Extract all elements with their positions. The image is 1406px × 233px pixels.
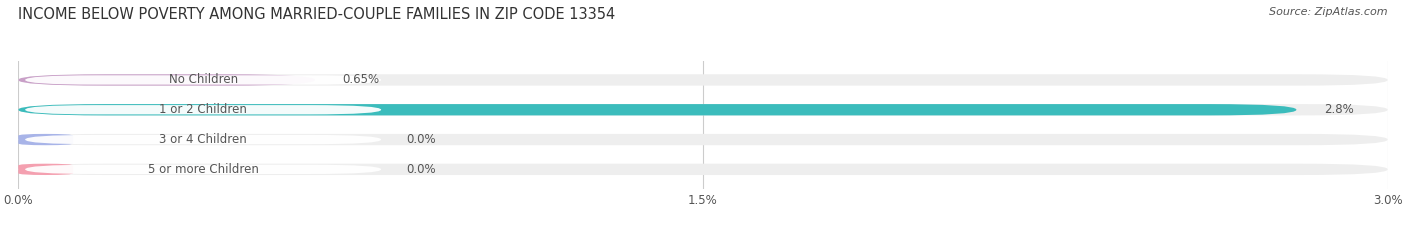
FancyBboxPatch shape (18, 164, 73, 175)
FancyBboxPatch shape (18, 164, 1388, 175)
FancyBboxPatch shape (18, 104, 1296, 115)
Text: 0.65%: 0.65% (343, 73, 380, 86)
Text: 3 or 4 Children: 3 or 4 Children (159, 133, 247, 146)
Text: 0.0%: 0.0% (406, 133, 436, 146)
Text: 5 or more Children: 5 or more Children (148, 163, 259, 176)
Text: 1 or 2 Children: 1 or 2 Children (159, 103, 247, 116)
Text: 2.8%: 2.8% (1324, 103, 1354, 116)
FancyBboxPatch shape (18, 134, 1388, 145)
FancyBboxPatch shape (25, 75, 381, 85)
FancyBboxPatch shape (18, 104, 1388, 115)
Text: No Children: No Children (169, 73, 238, 86)
Text: 0.0%: 0.0% (406, 163, 436, 176)
Text: Source: ZipAtlas.com: Source: ZipAtlas.com (1270, 7, 1388, 17)
FancyBboxPatch shape (18, 74, 1388, 86)
Text: INCOME BELOW POVERTY AMONG MARRIED-COUPLE FAMILIES IN ZIP CODE 13354: INCOME BELOW POVERTY AMONG MARRIED-COUPL… (18, 7, 616, 22)
FancyBboxPatch shape (25, 105, 381, 114)
FancyBboxPatch shape (18, 134, 73, 145)
FancyBboxPatch shape (25, 135, 381, 144)
FancyBboxPatch shape (18, 74, 315, 86)
FancyBboxPatch shape (25, 165, 381, 174)
